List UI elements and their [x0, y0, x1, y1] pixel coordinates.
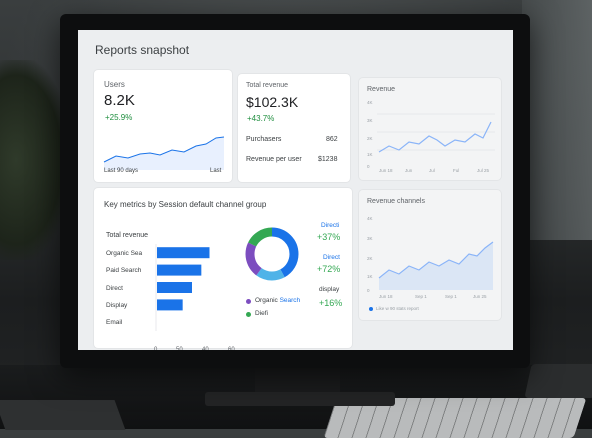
users-card[interactable]: Users 8.2K +25.9% Last 90 days Last: [94, 70, 232, 182]
x-tick: Jul: [429, 168, 435, 173]
legend-label: Organic Search: [255, 297, 301, 304]
x-tick: Sep 1: [445, 294, 457, 299]
stat-label: display: [319, 286, 340, 293]
y-tick: 2K: [367, 256, 373, 261]
y-tick: 0: [367, 288, 370, 293]
y-tick: 4K: [367, 100, 373, 105]
purchasers-value: 862: [326, 136, 338, 143]
stat-value: +37%: [317, 232, 341, 242]
y-tick: 1K: [367, 274, 373, 279]
stat-value: +72%: [317, 264, 341, 274]
channel-bar-chart: [155, 244, 210, 331]
revenue-chart-card[interactable]: Revenue 4K 3K 2K 1K 0 Jun 18 Jun Jul Ful…: [359, 78, 501, 180]
users-footer-left: Last 90 days: [104, 168, 139, 174]
y-tick: 1K: [367, 152, 373, 157]
stat-label: Directi: [321, 222, 340, 229]
x-tick: Sep 1: [415, 294, 427, 299]
donut-segment-1: [245, 227, 299, 281]
stat-label: Direct: [323, 254, 340, 261]
bar-display: [157, 299, 183, 311]
bar-category: Direct: [106, 285, 123, 292]
x-tick: Ful: [453, 168, 460, 173]
y-tick: 0: [367, 164, 370, 169]
users-footer-right: Last: [210, 168, 222, 174]
monitor-stand-base: [205, 392, 395, 406]
bar-category: Paid Search: [106, 267, 142, 274]
bar-category: Display: [106, 302, 128, 309]
legend-dot: [246, 312, 251, 317]
bar-category: Organic Sea: [106, 250, 143, 257]
purchasers-label: Purchasers: [246, 136, 282, 143]
revenue-label: Total revenue: [246, 82, 289, 89]
legend-dot: [246, 299, 251, 304]
bar-category: Email: [106, 319, 123, 326]
revenue-per-user-value: $1238: [318, 156, 338, 163]
x-tick: 50: [176, 347, 183, 350]
revenue-card[interactable]: Total revenue $102.3K +43.7% Purchasers …: [238, 74, 350, 182]
x-tick: 60: [228, 347, 235, 350]
stat-value: +16%: [319, 298, 343, 308]
y-tick: 4K: [367, 216, 373, 221]
revenue-line: [377, 113, 495, 153]
page-title: Reports snapshot: [95, 43, 190, 57]
bar-direct: [157, 282, 192, 293]
x-tick: Jun 18: [379, 168, 393, 173]
key-metrics-card[interactable]: Key metrics by Session default channel g…: [94, 188, 352, 350]
keyboard-left-edge: [0, 400, 126, 430]
x-tick: 0: [154, 347, 158, 350]
y-tick: 2K: [367, 136, 373, 141]
key-metrics-title: Key metrics by Session default channel g…: [104, 200, 267, 209]
x-tick: Jul 25: [477, 168, 490, 173]
x-tick: Jun: [405, 168, 413, 173]
channels-area-chart: [378, 241, 494, 290]
donut-segment-3: [245, 227, 299, 281]
legend-label: Diefi: [255, 310, 269, 317]
background-window: [522, 0, 592, 240]
background-plant: [0, 60, 70, 260]
monitor-stand: [255, 366, 340, 396]
bar-organic-sea: [157, 247, 210, 259]
y-tick: 3K: [367, 118, 373, 123]
revenue-value: $102.3K: [246, 94, 299, 110]
revenue-chart-title: Revenue: [367, 86, 396, 93]
x-tick: Jun 18: [379, 294, 393, 299]
users-value: 8.2K: [104, 92, 135, 109]
y-tick: 3K: [367, 236, 373, 241]
bar-paid-search: [157, 264, 202, 276]
users-label: Users: [104, 80, 125, 89]
revenue-channels-card[interactable]: Revenue channels 4K 3K 2K 1K 0 Jun 18 Se…: [359, 190, 501, 320]
channels-title: Revenue channels: [367, 198, 425, 205]
users-sparkline: [103, 136, 225, 170]
x-tick: 40: [202, 347, 209, 350]
channels-legend: Like w 90 stats report: [376, 306, 419, 311]
legend-dot: [369, 307, 373, 311]
users-delta: +25.9%: [105, 113, 133, 122]
revenue-per-user-label: Revenue per user: [246, 156, 302, 163]
channel-donut-chart: [245, 227, 299, 281]
phone: [524, 364, 592, 398]
donut-segment-2: [245, 227, 299, 281]
x-tick: Jun 25: [473, 294, 487, 299]
revenue-delta: +43.7%: [247, 114, 275, 123]
monitor-screen: Reports snapshot Users 8.2K +25.9% Last …: [78, 30, 513, 350]
bar-chart-label: Total revenue: [106, 232, 149, 239]
